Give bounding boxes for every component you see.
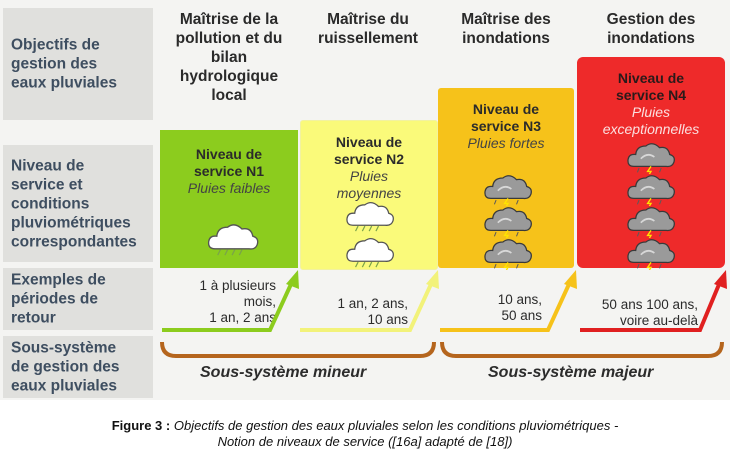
return-period-arrow-n3 (440, 270, 577, 332)
storm-cloud-icon (627, 142, 676, 174)
return-period-arrow-n2 (300, 270, 439, 332)
service-level-n4-rain: Pluies exceptionnelles (602, 104, 700, 137)
service-level-n2: Niveau de service N2 Pluies moyennes (300, 120, 438, 270)
return-period-n1: 1 à plusieurs mois, 1 an, 2 ans (199, 278, 276, 325)
row-label-subsystem-text: Sous-système de gestion des eaux pluvial… (11, 339, 120, 395)
major-subsystem-label: Sous-système majeur (488, 364, 654, 381)
minor-subsystem-brace (160, 341, 436, 358)
column-header-pollution: Maîtrise de la pollution et du bilan hyd… (175, 11, 283, 104)
storm-cloud-icon (627, 206, 676, 238)
row-label-service-level: Niveau de service et conditions pluviomé… (3, 145, 153, 262)
service-level-n1-rain: Pluies faibles (187, 180, 271, 196)
row-label-return-periods-text: Exemples de périodes de retour (11, 271, 106, 327)
storm-cloud-icon (484, 238, 533, 270)
service-level-n2-title: Niveau de service N2 (333, 134, 405, 167)
service-level-n1-title: Niveau de service N1 (193, 146, 265, 179)
figure-caption-label: Figure 3 : (111, 418, 171, 433)
row-label-subsystem: Sous-système de gestion des eaux pluvial… (3, 336, 153, 398)
figure-caption-line2: Notion de niveaux de service ([16a] adap… (217, 434, 513, 449)
service-level-n4-title: Niveau de service N4 (615, 70, 687, 103)
figure-caption: Figure 3 : Objectifs de gestion des eaux… (0, 418, 730, 450)
row-label-objectives: Objectifs de gestion des eaux pluviales (3, 8, 153, 120)
rain-cloud-icon (207, 224, 259, 256)
major-subsystem-brace (440, 341, 724, 358)
return-period-n4: 50 ans 100 ans, voire au-delà (601, 297, 698, 328)
service-level-n3-rain: Pluies fortes (467, 135, 545, 151)
figure-caption-line1: Objectifs de gestion des eaux pluviales … (173, 418, 619, 433)
minor-subsystem-label: Sous-système mineur (200, 364, 367, 381)
column-header-flood-management: Gestion des inondations (606, 11, 696, 47)
service-level-n3-title: Niveau de service N3 (470, 101, 542, 134)
return-period-arrow-n1 (162, 270, 299, 332)
storm-cloud-icon (627, 174, 676, 206)
rain-cloud-icon (346, 201, 394, 232)
column-header-runoff: Maîtrise du ruissellement (318, 11, 418, 47)
storm-cloud-icon (627, 238, 676, 270)
column-header-flood-control: Maîtrise des inondations (461, 11, 551, 47)
storm-cloud-icon (484, 206, 533, 238)
return-period-n3: 10 ans, 50 ans (497, 292, 542, 323)
row-label-service-level-text: Niveau de service et conditions pluviomé… (11, 157, 137, 250)
storm-cloud-icon (484, 174, 533, 206)
row-label-objectives-text: Objectifs de gestion des eaux pluviales (11, 36, 117, 92)
return-period-arrow-n4 (580, 270, 727, 332)
rain-cloud-icon (346, 237, 394, 268)
return-period-n2: 1 an, 2 ans, 10 ans (337, 296, 408, 327)
service-level-n2-rain: Pluies moyennes (336, 168, 402, 201)
service-level-n3: Niveau de service N3 Pluies fortes (438, 88, 574, 268)
row-label-return-periods: Exemples de périodes de retour (3, 268, 153, 330)
